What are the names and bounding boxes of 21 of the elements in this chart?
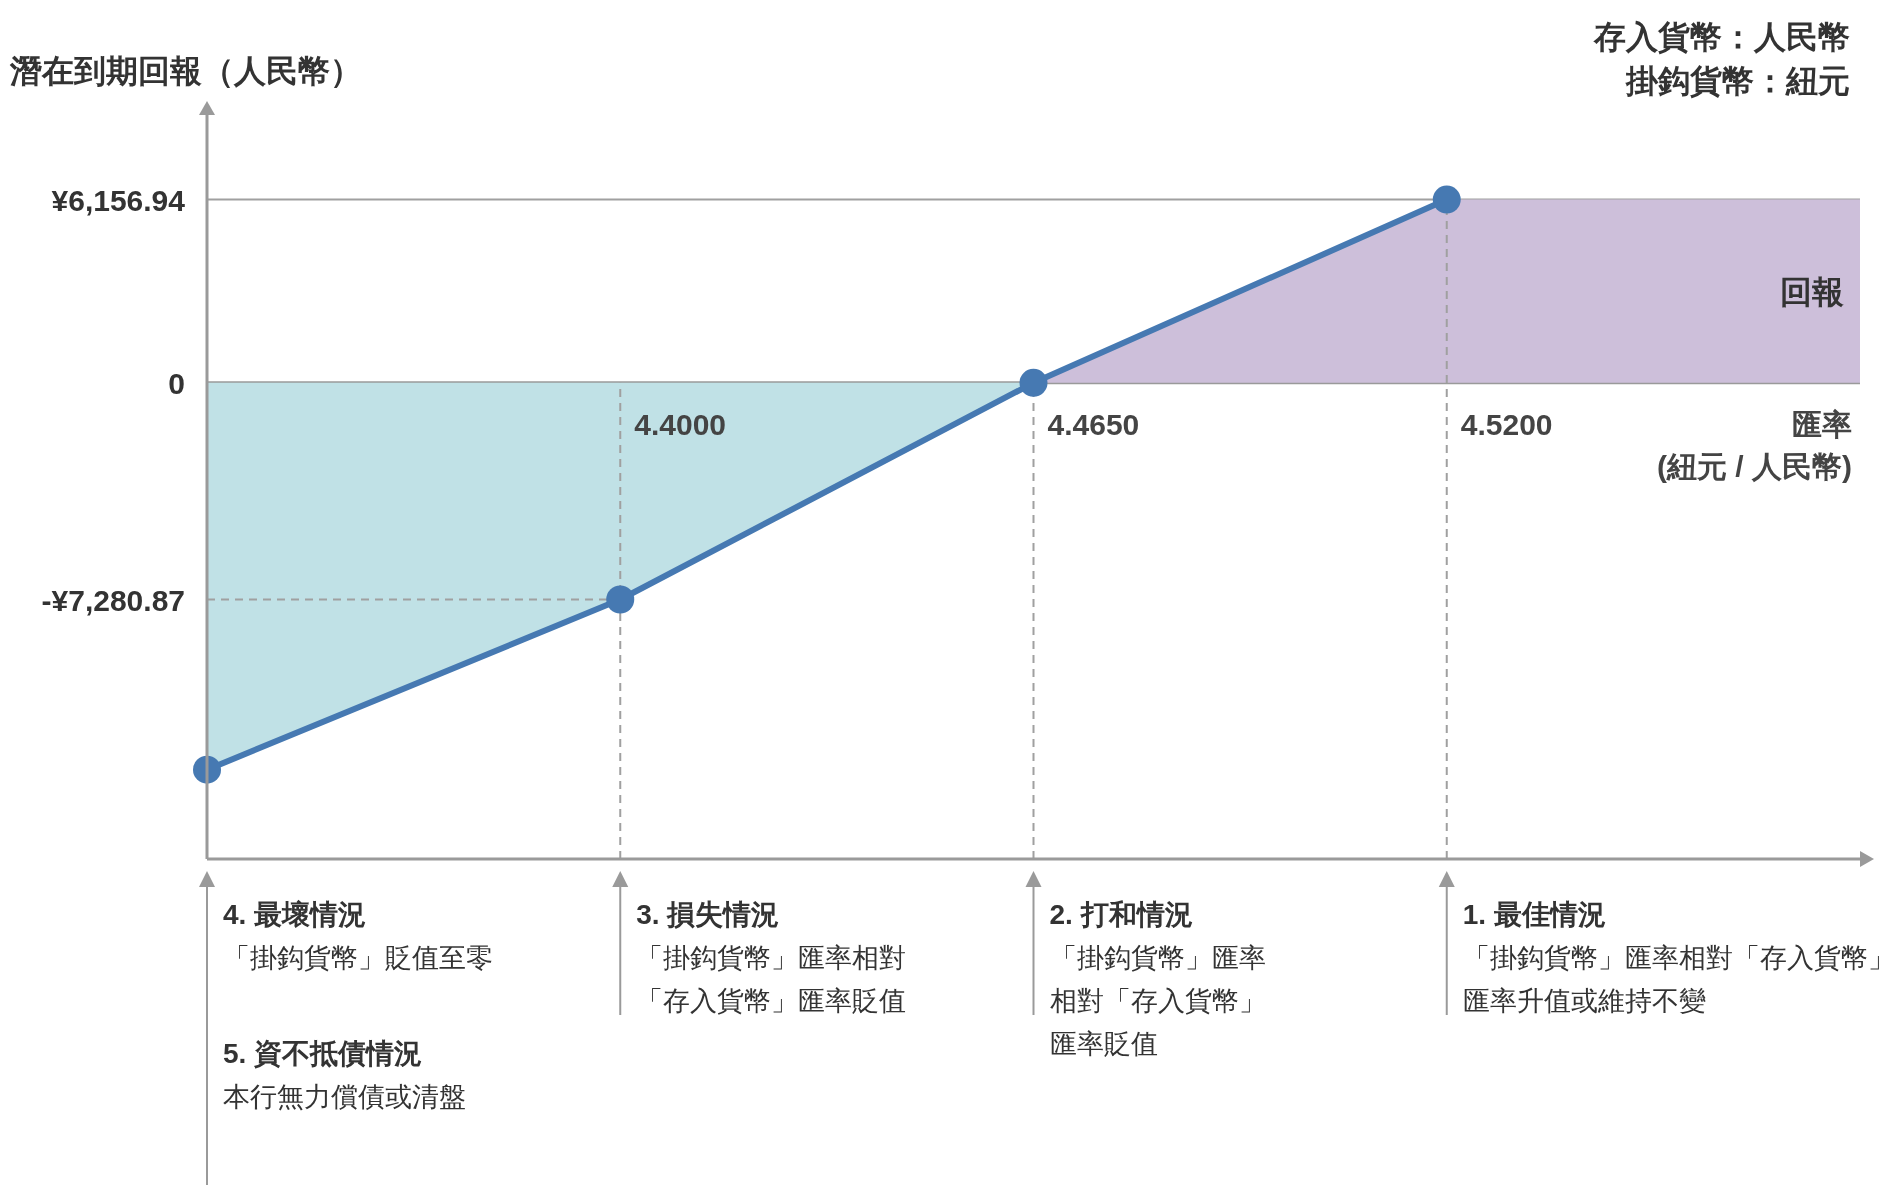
annotation: 1. 最佳情況 bbox=[1462, 899, 1606, 930]
series-label: 回報 bbox=[1780, 274, 1844, 311]
annotation: 「掛鈎貨幣」貶值至零 bbox=[223, 943, 493, 973]
annotation: 2. 打和情況 bbox=[1049, 899, 1193, 930]
y-tick: -¥7,280.87 bbox=[41, 583, 185, 617]
x-tick: 4.4650 bbox=[1047, 407, 1140, 441]
annotation: 掛鈎貨幣：紐元 bbox=[1626, 63, 1850, 99]
annotation: 「掛鈎貨幣」匯率相對「存入貨幣」匯率貶值 bbox=[636, 943, 907, 1016]
y-tick: 0 bbox=[168, 366, 185, 400]
annotation: 5. 資不抵債情況 bbox=[223, 1038, 423, 1069]
x-label: 匯率 (紐元 / 人民幣) bbox=[1657, 407, 1852, 483]
y-tick: ¥6,156.94 bbox=[51, 183, 185, 217]
x-tick: 4.4000 bbox=[634, 407, 726, 441]
annotation: 「掛鈎貨幣」匯率相對「存入貨幣」匯率貶值 bbox=[1049, 943, 1266, 1059]
annotation: 本行無力償債或清盤 bbox=[223, 1082, 466, 1112]
annotation: 「掛鈎貨幣」匯率相對「存入貨幣」匯率升值或維持不變 bbox=[1462, 943, 1880, 1016]
y-label: 潛在到期回報（人民幣） bbox=[10, 53, 362, 89]
annotation: 3. 損失情況 bbox=[636, 899, 780, 930]
annotation: 存入貨幣：人民幣 bbox=[1594, 19, 1850, 55]
annotation: 4. 最壞情況 bbox=[223, 899, 367, 930]
x-tick: 4.5200 bbox=[1460, 407, 1553, 441]
